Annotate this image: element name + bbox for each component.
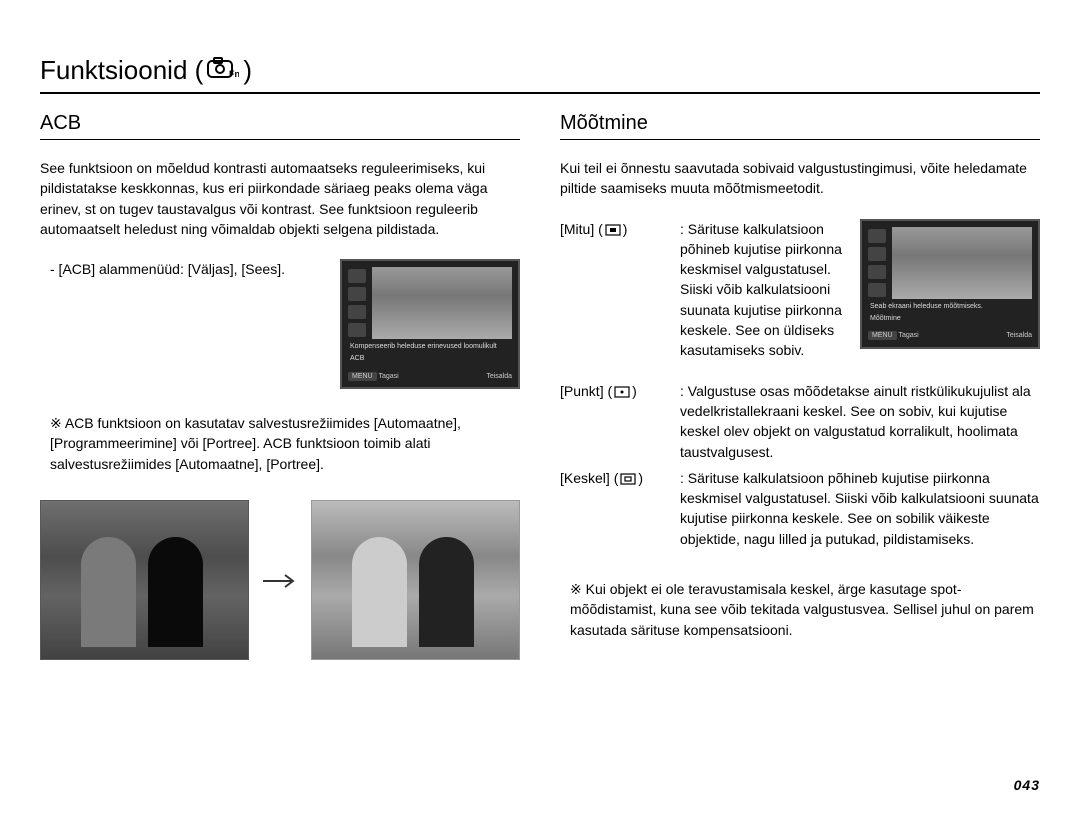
acb-intro: See funktsioon on mõeldud kontrasti auto…: [40, 158, 520, 239]
lcd-label: ACB: [350, 355, 510, 363]
center-metering-icon: [620, 470, 636, 490]
lcd-icon: [868, 265, 886, 279]
moot-modes-wrap: [Mitu] ( ) Särituse kalkulatsioon põhine…: [560, 219, 1040, 367]
content-columns: ACB See funktsioon on mõeldud kontrasti …: [40, 112, 1040, 660]
lcd-icon: [348, 287, 366, 301]
lcd-bottom-bar: MENU Tagasi Teisalda: [868, 329, 1032, 343]
lcd-back: Tagasi: [378, 373, 398, 380]
lcd-icon: [868, 229, 886, 243]
lcd-icon: [348, 269, 366, 283]
mode-label: [Keskel] ( ): [560, 468, 680, 549]
svg-text:Fn: Fn: [229, 69, 239, 79]
moot-intro: Kui teil ei õnnestu saavutada sobivaid v…: [560, 158, 1040, 199]
camera-fn-icon: Fn: [207, 57, 239, 84]
menu-indicator: MENU: [868, 331, 897, 340]
lcd-move: Teisalda: [486, 373, 512, 380]
mode-row-center: [Keskel] ( ) Särituse kalkulatsioon põhi…: [560, 468, 1040, 549]
page-title-row: Funktsioonid ( Fn ): [40, 55, 1040, 94]
mode-label: [Punkt] ( ): [560, 381, 680, 462]
lcd-caption: Kompenseerib heleduse erinevused loomuli…: [350, 343, 510, 351]
lcd-back: Tagasi: [898, 332, 918, 339]
mode-name: [Keskel]: [560, 470, 610, 486]
moot-note: ※ Kui objekt ei ole teravustamisala kesk…: [560, 579, 1040, 640]
lcd-photo-thumb: [892, 227, 1032, 299]
lcd-photo-thumb: [372, 267, 512, 339]
photo-before: [40, 500, 249, 660]
moot-lcd-preview: Seab ekraani heleduse mõõtmiseks. Mõõtmi…: [860, 219, 1040, 349]
lcd-icon: [868, 283, 886, 297]
acb-comparison: [40, 500, 520, 660]
lcd-icon: [868, 247, 886, 261]
acb-heading: ACB: [40, 112, 520, 140]
moot-heading: Mõõtmine: [560, 112, 1040, 140]
mode-row-spot: [Punkt] ( ) Valgustuse osas mõõdetakse a…: [560, 381, 1040, 462]
mode-name: [Mitu]: [560, 221, 594, 237]
mode-row-multi: [Mitu] ( ) Särituse kalkulatsioon põhine…: [560, 219, 846, 361]
spot-metering-icon: [614, 383, 630, 403]
mode-desc: Valgustuse osas mõõdetakse ainult ristkü…: [680, 381, 1040, 462]
arrow-icon: [261, 565, 299, 596]
menu-indicator: MENU: [348, 372, 377, 381]
page-title-prefix: Funktsioonid (: [40, 55, 203, 86]
lcd-label: Mõõtmine: [870, 315, 1030, 323]
mode-label: [Mitu] ( ): [560, 219, 680, 361]
lcd-icon: [348, 305, 366, 319]
photo-after: [311, 500, 520, 660]
acb-lcd-preview: Kompenseerib heleduse erinevused loomuli…: [340, 259, 520, 389]
acb-column: ACB See funktsioon on mõeldud kontrasti …: [40, 112, 520, 660]
page-title-suffix: ): [243, 55, 252, 86]
moot-modes-text: [Mitu] ( ) Särituse kalkulatsioon põhine…: [560, 219, 846, 367]
mode-desc: Särituse kalkulatsioon põhineb kujutise …: [680, 219, 846, 361]
mode-name: [Punkt]: [560, 383, 604, 399]
lcd-icon: [348, 323, 366, 337]
multi-metering-icon: [605, 221, 621, 241]
page-number: 043: [1014, 777, 1040, 793]
lcd-bottom-bar: MENU Tagasi Teisalda: [348, 369, 512, 383]
mode-desc: Särituse kalkulatsioon põhineb kujutise …: [680, 468, 1040, 549]
lcd-move: Teisalda: [1006, 332, 1032, 339]
acb-note: ※ ACB funktsioon on kasutatav salvestusr…: [40, 413, 520, 474]
acb-submenu: - [ACB] alammenüüd: [Väljas], [Sees].: [40, 259, 322, 279]
moot-column: Mõõtmine Kui teil ei õnnestu saavutada s…: [560, 112, 1040, 660]
acb-submenu-row: - [ACB] alammenüüd: [Väljas], [Sees]. Ko…: [40, 259, 520, 389]
lcd-caption: Seab ekraani heleduse mõõtmiseks.: [870, 303, 1030, 311]
